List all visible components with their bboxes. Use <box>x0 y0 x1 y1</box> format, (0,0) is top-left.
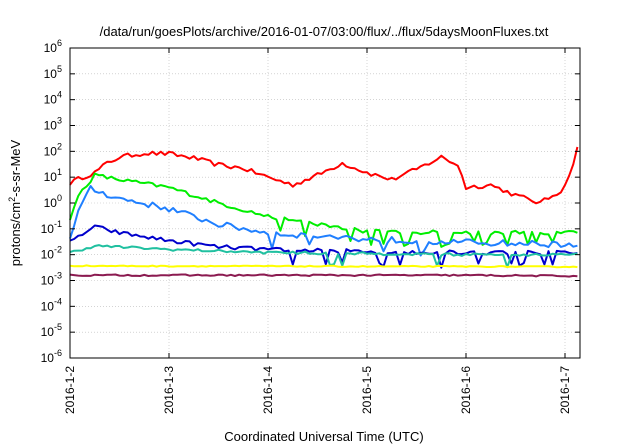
y-tick-label: 10-5 <box>41 322 62 339</box>
x-axis-label: Coordinated Universal Time (UTC) <box>224 429 423 444</box>
y-tick-label: 10-3 <box>41 271 62 288</box>
y-tick-label: 10-6 <box>41 348 62 365</box>
y-tick-label: 103 <box>44 116 62 133</box>
y-tick-label: 10-1 <box>41 219 62 236</box>
chart-title: /data/run/goesPlots/archive/2016-01-07/0… <box>100 24 549 39</box>
y-axis: 10-6 10-5 10-4 10-3 10-2 10-1 100 101 102 103 104 1… <box>41 38 580 365</box>
y-tick-label: 101 <box>44 167 62 184</box>
series-line <box>69 146 579 205</box>
grid <box>69 47 580 359</box>
series-line <box>69 224 578 269</box>
y-tick-label: 104 <box>44 90 62 107</box>
series-line <box>69 172 578 248</box>
y-tick-label: 10-2 <box>41 245 62 262</box>
y-tick-label: 102 <box>44 141 62 158</box>
x-tick-label: 2016-1-6 <box>459 366 473 414</box>
y-tick-label: 105 <box>44 64 62 81</box>
x-tick-label: 2016-1-4 <box>261 366 275 414</box>
series-line <box>69 273 578 278</box>
series-line <box>69 244 578 269</box>
x-tick-label: 2016-1-3 <box>162 366 176 414</box>
series-line <box>69 264 578 269</box>
y-tick-label: 106 <box>44 38 62 55</box>
x-axis: 2016-1-2 2016-1-3 2016-1-4 2016-1-5 2016-1-6… <box>63 48 572 414</box>
x-tick-label: 2016-1-2 <box>63 366 77 414</box>
x-tick-label: 2016-1-7 <box>558 366 572 414</box>
y-tick-label: 100 <box>44 193 62 210</box>
y-tick-label: 10-4 <box>41 296 62 313</box>
y-axis-label: protons/cm2-s-sr-MeV <box>7 139 23 266</box>
x-tick-label: 2016-1-5 <box>360 366 374 414</box>
series-group <box>69 146 579 278</box>
series-line <box>69 185 578 257</box>
